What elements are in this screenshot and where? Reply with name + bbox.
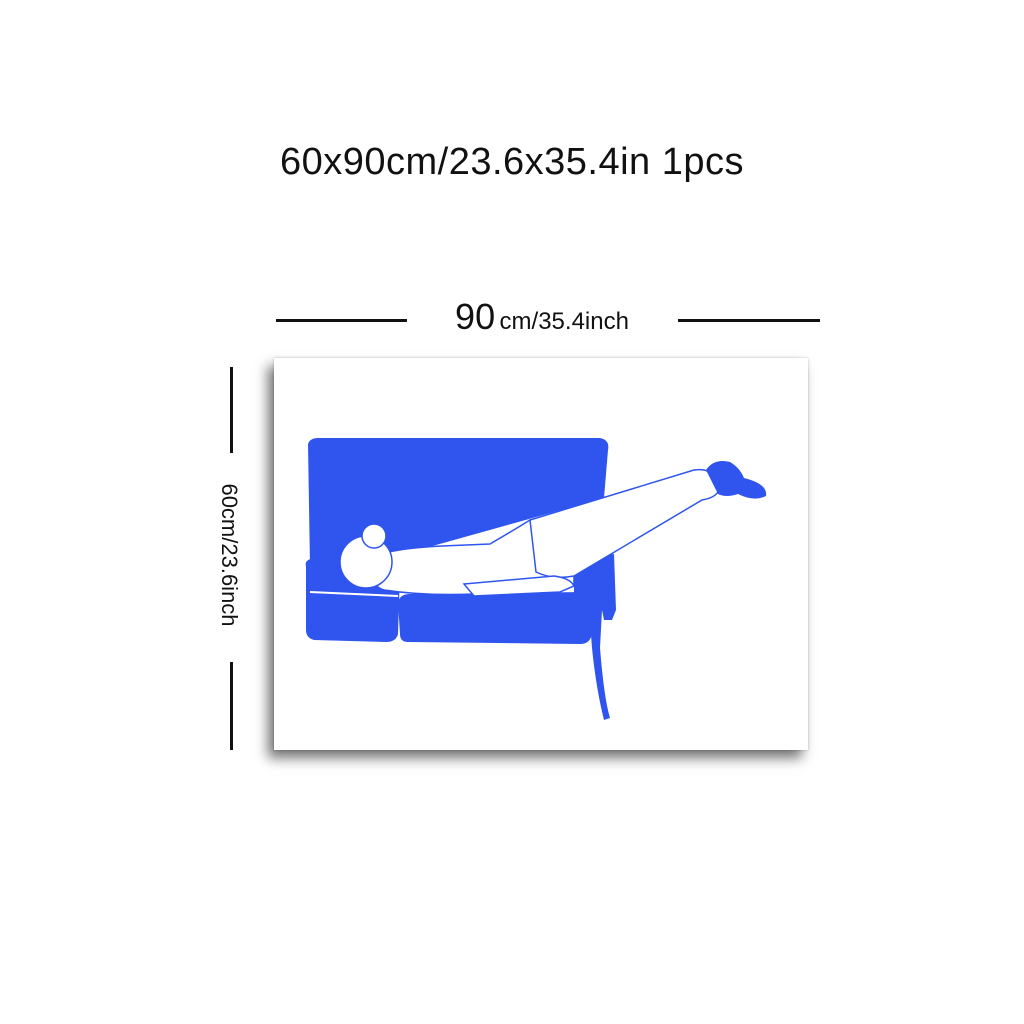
height-dimension-line-bottom xyxy=(230,662,233,750)
figure-body xyxy=(367,517,575,596)
width-value: 90 xyxy=(455,296,496,337)
canvas-print xyxy=(274,358,808,750)
width-unit: cm/35.4inch xyxy=(499,308,629,335)
height-dimension-line-top xyxy=(230,367,233,453)
height-dimension-label: 60cm/23.6inch xyxy=(217,483,242,627)
figure-hand xyxy=(462,575,576,597)
sofa-figure-drawing xyxy=(305,438,767,720)
size-headline: 60x90cm/23.6x35.4in 1pcs xyxy=(279,141,745,183)
sofa-seat-left xyxy=(309,591,399,597)
width-dimension-line-left xyxy=(276,319,407,322)
sofa-cushion-right xyxy=(398,592,595,644)
width-dimension-label: 90 cm/35.4inch xyxy=(412,296,672,338)
figure-bun xyxy=(361,523,387,549)
artwork-illustration xyxy=(305,438,767,720)
width-dimension-line-right xyxy=(678,319,820,322)
figure-sock xyxy=(706,461,767,499)
